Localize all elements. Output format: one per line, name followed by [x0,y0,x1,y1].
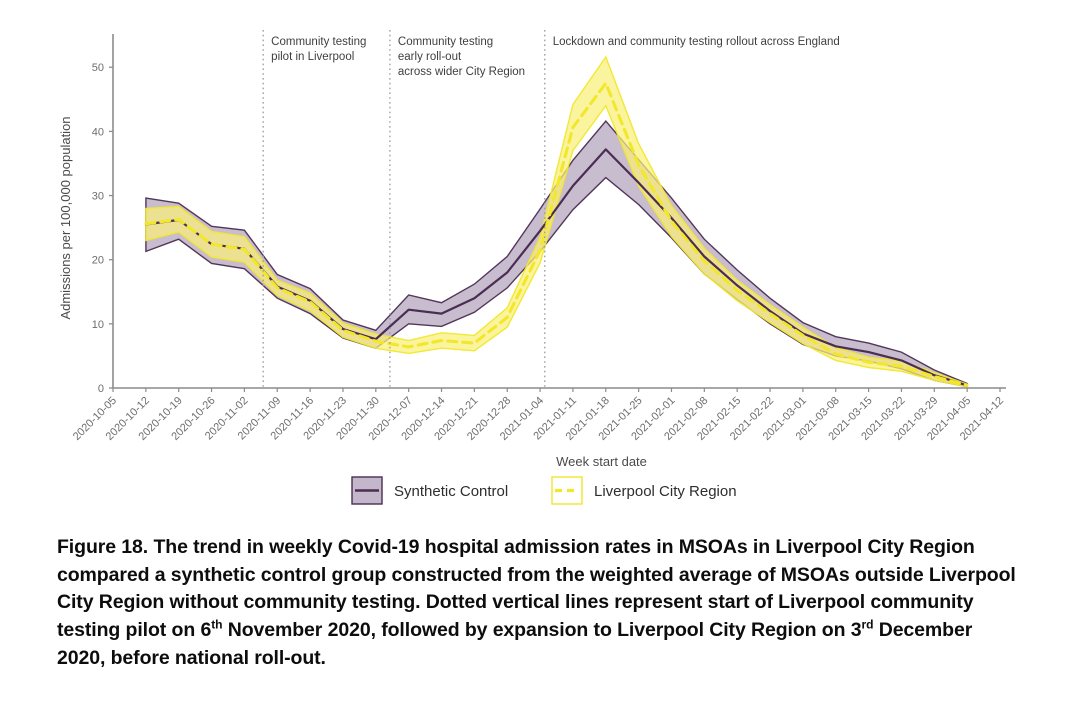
figure-caption: Figure 18. The trend in weekly Covid-19 … [57,534,1017,672]
caption-ordinal-1: th [211,617,223,632]
legend-label-liverpool-city-region: Liverpool City Region [594,483,737,500]
series-line-liverpool-city-region [144,81,969,387]
chart-legend: Synthetic Control Liverpool City Region [351,476,737,505]
y-tick-label: 0 [98,383,104,395]
annotation-label-pilot: Community testing [271,36,366,48]
y-tick-label: 10 [92,319,104,331]
annotation-label-early-rollout: across wider City Region [398,66,525,78]
y-axis-title: Admissions per 100,000 population [58,116,73,319]
annotations: Community testing pilot in Liverpool Commu… [262,30,840,388]
x-axis-title: Week start date [556,454,647,469]
y-tick-label: 20 [92,255,104,267]
series-lines [144,81,969,387]
annotation-label-early-rollout: Community testing [398,36,493,48]
caption-ordinal-2: rd [861,617,874,632]
y-tick-label: 40 [92,126,104,138]
caption-prefix: Figure 18. [57,536,149,558]
caption-body: The trend in weekly Covid-19 hospital ad… [57,536,1016,642]
caption-tail: December 2020, before national roll-out. [57,619,973,669]
legend-label-synthetic-control: Synthetic Control [394,483,508,500]
y-tick-label: 30 [92,191,104,203]
covid-admissions-line-chart: 0 10 20 30 40 50 Admissions per 100,000 popula… [58,30,1006,505]
annotation-label-national-lockdown: Lockdown and community testing rollout a… [553,36,840,48]
annotation-label-pilot: pilot in Liverpool [271,51,354,63]
y-tick-label: 50 [92,62,104,74]
chart-area: 0 10 20 30 40 50 Admissions per 100,000 popula… [58,30,1006,505]
annotation-label-early-rollout: early roll-out [398,51,462,63]
caption-middle: November 2020, followed by expansion to … [222,619,862,642]
confidence-bands [145,55,968,388]
series-line-synthetic-control [144,148,969,387]
